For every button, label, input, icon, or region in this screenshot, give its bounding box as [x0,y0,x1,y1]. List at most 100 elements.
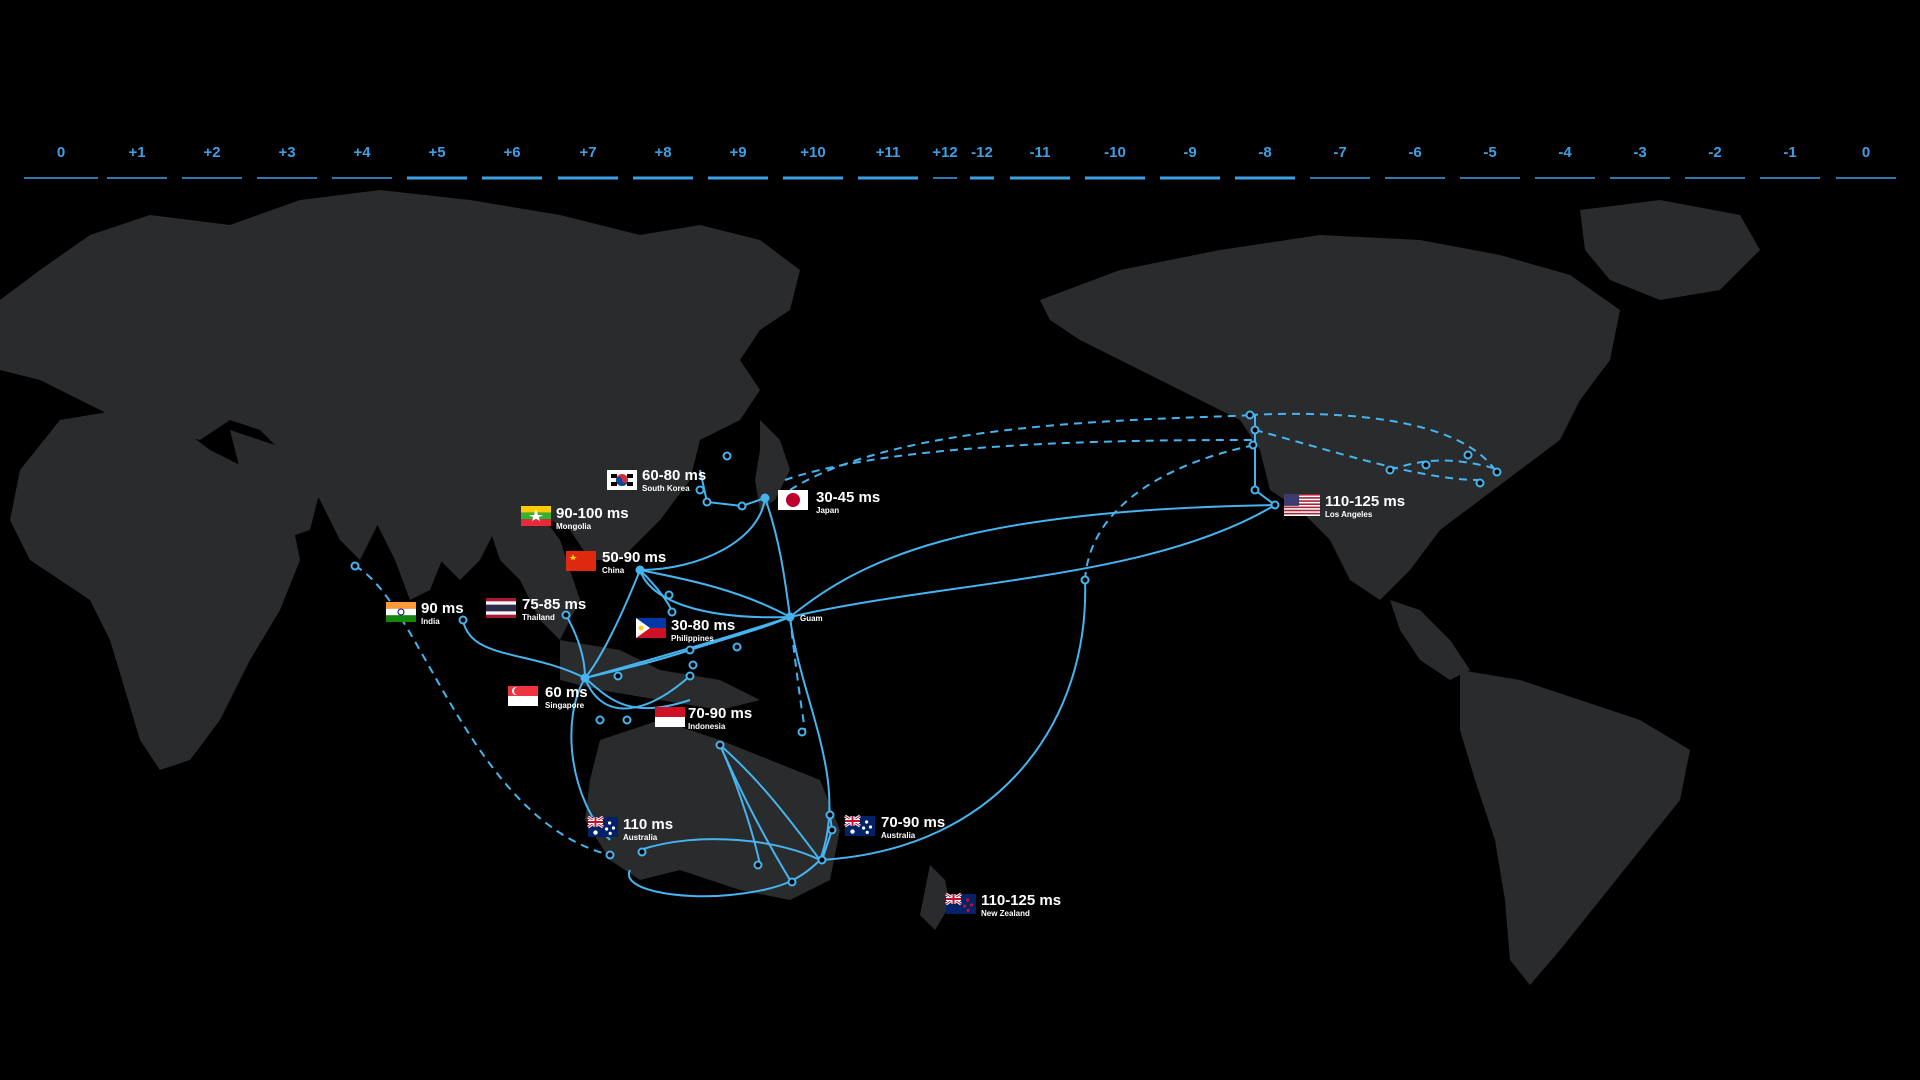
timezone-label: -3 [1633,144,1646,161]
timezone-label: +11 [876,144,901,161]
landmass-india [360,460,460,600]
location-name: India [421,617,440,626]
location-name: New Zealand [981,909,1030,918]
timezone-label: +8 [654,144,671,161]
cable-china-singapore [584,569,641,679]
latency-value: 90-100 ms [556,505,629,522]
cable-node [1250,485,1260,495]
timezone-label: -7 [1333,144,1346,161]
timezone-label: +12 [932,144,957,161]
cable-guam-south-dashed [789,616,806,731]
cable-node [715,740,725,750]
cable-japan-china [639,497,766,571]
latency-value: 110 ms [623,816,673,833]
cable-node [350,561,360,571]
timezone-label: +6 [503,144,520,161]
latency-value: 70-90 ms [688,705,752,722]
timezone-label: 0 [1862,144,1870,161]
cable-china-guam-1 [639,569,791,618]
timezone-bar: 0 +1 +2 +3 +4 +5 +6 +7 +8 +9 +10 +11 +12 -12 -11 -10 -9-… [24,144,1896,180]
cable-indonesia-loop [584,675,691,710]
latency-value: 70-90 ms [881,814,945,831]
cable-hawaii-dashed [1084,444,1256,581]
timezone-label: -9 [1183,144,1196,161]
landmass-indonesia [560,640,760,710]
cable-us-inland-dashed [1389,459,1501,471]
timezone-label: -12 [971,144,993,161]
cable-node [622,715,632,725]
timezone-label: +3 [278,144,295,161]
landmass-australia [585,720,840,900]
timezone-label: 0 [57,144,65,161]
cable-japan-guam [764,497,791,618]
landmass-south-america [1460,670,1690,985]
location-name: Mongolia [556,522,592,531]
cable-node [737,501,747,511]
cable-node [1270,500,1280,510]
cable-china-guam-2 [639,569,791,619]
timezone-label: +9 [729,144,746,161]
cable-node [797,727,807,737]
cable-node [825,810,835,820]
timezone-label: -2 [1708,144,1721,161]
cable-node [1245,410,1255,420]
cable-india-west-dashed [354,565,611,856]
cable-india-singapore [462,619,586,679]
cable-node [1463,450,1473,460]
cable-japan-usa-dashed-1 [789,414,1256,491]
latency-value: 90 ms [421,600,464,617]
cable-node [561,610,571,620]
cable-node [787,877,797,887]
cable-node [613,671,623,681]
location-name: Australia [623,833,658,842]
cable-node [817,855,827,865]
latency-value: 60 ms [545,684,588,701]
australia-flag-icon [587,815,618,837]
cable-us-east-dashed-1 [1249,412,1496,471]
cable-node [695,485,705,495]
cable-node [688,660,698,670]
myanmar-flag-icon [521,506,551,526]
latency-value: 110-125 ms [981,892,1061,909]
timezone-label: +4 [353,144,371,161]
cable-node [702,497,712,507]
cable-australia-north-south [719,744,761,866]
latency-value: 30-45 ms [816,489,880,506]
cable-singapore-philippines [584,649,691,679]
guam-hub-node [785,612,795,622]
landmass-arabia [230,430,320,540]
china-hub-node [635,565,645,575]
cable-australia-north-east-1 [719,744,821,861]
china-flag-icon [566,551,596,571]
latency-value: 50-90 ms [602,549,666,566]
cable-japan-usa-dashed-2 [784,439,1256,481]
timezone-label: +5 [428,144,445,161]
cable-node [753,860,763,870]
timezone-label: -5 [1483,144,1496,161]
timezone-label: +2 [203,144,220,161]
usa-flag-icon [1284,494,1320,516]
location-name: Philippines [671,634,714,643]
cable-korea-japan [699,469,766,508]
timezone-label: -11 [1030,144,1051,161]
latency-value: 110-125 ms [1325,493,1405,510]
timezone-label: +1 [128,144,145,161]
landmass-eurasia [0,190,800,580]
cable-node [827,825,837,835]
cable-nodes [350,410,1502,887]
